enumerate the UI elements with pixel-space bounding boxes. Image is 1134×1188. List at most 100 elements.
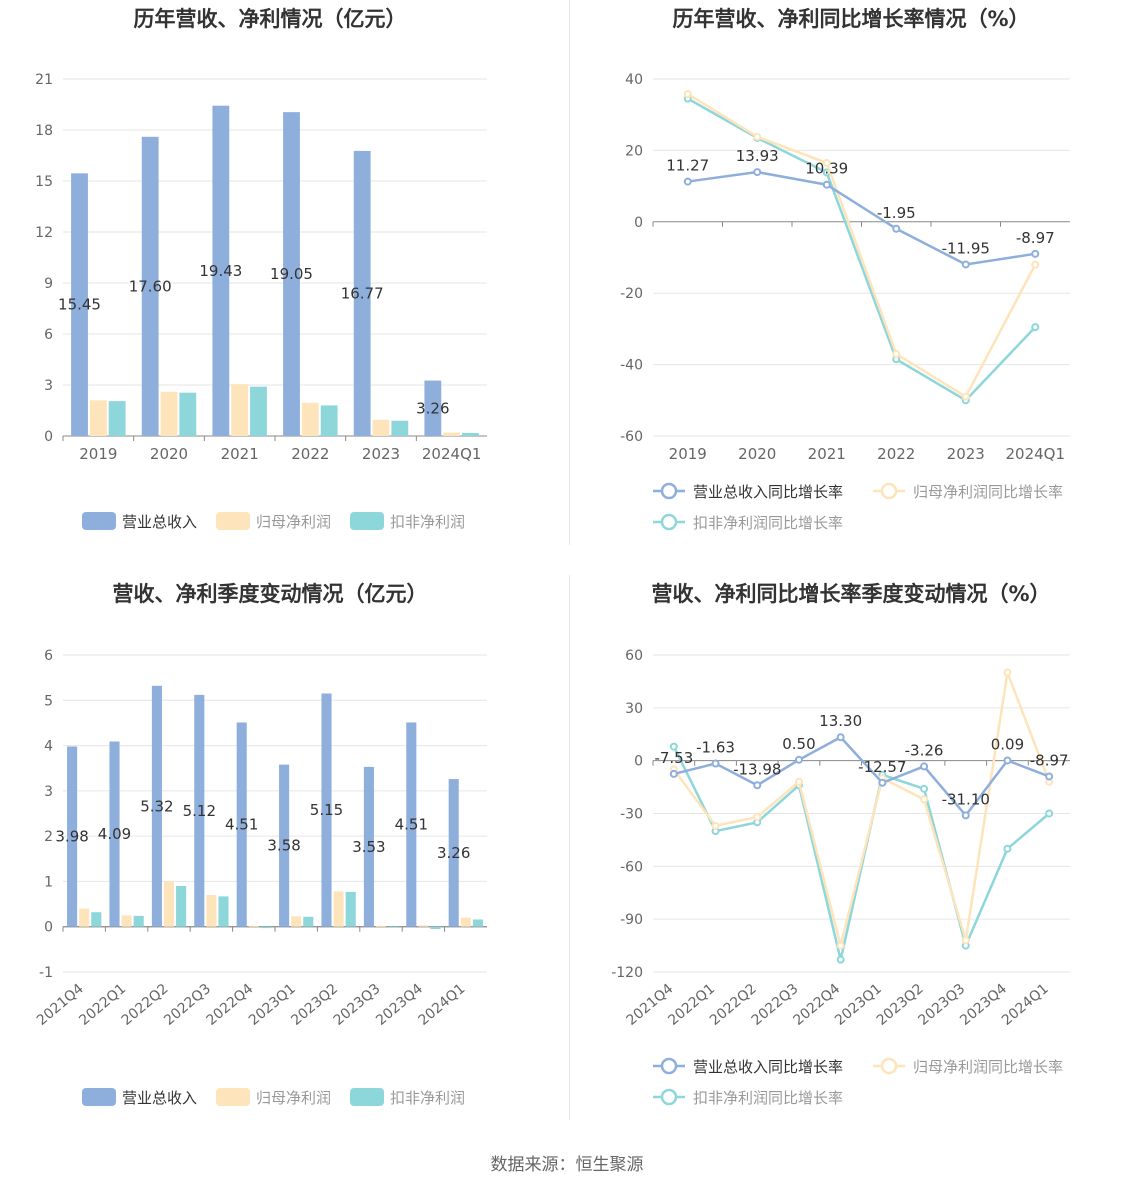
bar-revenue [212, 105, 230, 436]
line-point [822, 158, 831, 167]
bar-data-label: 4.51 [225, 816, 258, 834]
y-tick-label: 18 [35, 123, 53, 139]
bar-data-label: 3.53 [352, 838, 385, 856]
bar-revenue [67, 746, 78, 927]
bar-deducted-profit [91, 912, 102, 927]
line-data-label: 13.93 [736, 147, 779, 165]
y-tick-label: 6 [44, 648, 53, 664]
bar-deducted-profit [391, 420, 409, 436]
line-data-label: -7.53 [654, 749, 693, 767]
y-tick-label: -40 [620, 358, 643, 374]
legend-label: 营业总收入 [122, 1089, 197, 1107]
bar-data-label: 19.05 [270, 265, 313, 283]
bar-net-profit [248, 925, 259, 927]
line-point [822, 180, 831, 189]
line-data-label: -8.97 [1016, 229, 1055, 247]
chart-title: 历年营收、净利同比增长率情况（%） [672, 7, 1029, 31]
data-source-footer: 数据来源：恒生聚源 [490, 1155, 644, 1175]
bar-deducted-profit [133, 915, 144, 927]
line-point [669, 769, 678, 778]
line-data-label: -1.95 [877, 204, 916, 222]
legend-label: 归母净利润 [256, 513, 331, 531]
bar-revenue [283, 112, 300, 437]
annual-revenue-profit-panel: 历年营收、净利情况（亿元） 0 3 6 9 12 15 18 21 2019 2020 2021 202… [0, 0, 567, 575]
bar-deducted-profit [430, 926, 441, 929]
line-point [836, 941, 845, 950]
x-tick-label: 2019 [669, 445, 707, 463]
legend-marker [880, 1057, 898, 1075]
chart-title: 营收、净利季度变动情况（亿元） [113, 582, 428, 606]
x-tick-label: 2022Q1 [76, 981, 129, 1029]
bar-revenue [448, 779, 459, 927]
legend-swatch [350, 1088, 384, 1106]
bar-revenue [279, 764, 290, 927]
bar-deducted-profit [462, 432, 479, 436]
y-tick-label: 4 [44, 739, 53, 755]
y-tick-label: 3 [44, 784, 53, 800]
legend-label: 营业总收入同比增长率 [693, 483, 843, 501]
y-tick-label: 9 [44, 276, 53, 292]
bar-data-label: 3.58 [267, 837, 300, 855]
bar-net-profit [418, 925, 429, 927]
bar-net-profit [443, 432, 461, 436]
line-data-label: -11.95 [942, 239, 990, 257]
bar-net-profit [291, 916, 302, 927]
bar-revenue [321, 693, 332, 927]
bar-revenue [236, 722, 247, 927]
line-point [669, 742, 678, 751]
y-tick-label: 12 [35, 225, 53, 241]
bar-net-profit [301, 402, 319, 436]
bar-deducted-profit [218, 896, 229, 927]
y-tick-label: 0 [634, 754, 643, 770]
line-point [961, 811, 970, 820]
x-tick-label: 2022Q4 [204, 981, 257, 1029]
y-tick-label: -30 [620, 807, 643, 823]
y-tick-label: 0 [634, 215, 643, 231]
legend-label: 归母净利润同比增长率 [913, 1058, 1063, 1076]
y-tick-label: 0 [44, 429, 53, 445]
line-net-profit-growth [672, 667, 1051, 946]
bar-deducted-profit [108, 401, 126, 436]
bar-data-label: 3.98 [55, 828, 88, 846]
line-point [878, 778, 887, 787]
bar-deducted-profit [320, 405, 338, 436]
x-tick-label: 2023 [947, 445, 985, 463]
y-tick-label: -90 [620, 912, 643, 928]
x-tick-label: 2022 [291, 445, 329, 463]
bar-net-profit [121, 915, 132, 927]
line-point [836, 733, 845, 742]
line-point [711, 759, 720, 768]
y-tick-label: 3 [44, 378, 53, 394]
bar-data-label: 15.45 [58, 296, 101, 314]
bar-revenue [151, 685, 162, 927]
y-tick-label: 21 [35, 72, 53, 88]
bar-data-label: 5.12 [183, 802, 216, 820]
line-data-label: -1.63 [696, 739, 735, 757]
line-point [920, 784, 929, 793]
bar-net-profit [206, 895, 217, 927]
y-tick-label: -1 [39, 965, 53, 981]
legend-label: 营业总收入 [122, 513, 197, 531]
y-tick-label: -60 [620, 859, 643, 875]
bar-deducted-profit [472, 919, 483, 927]
x-tick-label: 2022Q3 [161, 981, 214, 1029]
bar-deducted-profit [176, 885, 187, 927]
y-tick-label: 5 [44, 693, 53, 709]
bar-revenue [424, 380, 442, 436]
bar-revenue [71, 173, 88, 436]
line-point [1031, 260, 1040, 269]
y-tick-label: 20 [625, 143, 643, 159]
line-point [753, 132, 762, 141]
legend-label: 归母净利润 [256, 1089, 331, 1107]
legend-label: 营业总收入同比增长率 [693, 1058, 843, 1076]
bar-net-profit [160, 391, 178, 436]
line-data-label: 11.27 [666, 157, 709, 175]
line-point [753, 168, 762, 177]
legend-label: 扣非净利润 [390, 513, 465, 531]
line-point [920, 762, 929, 771]
x-tick-label: 2023Q2 [288, 981, 341, 1029]
chart-title: 营收、净利同比增长率季度变动情况（%） [651, 582, 1050, 606]
line-deducted-profit-growth [672, 746, 1050, 960]
legend-marker [660, 513, 678, 531]
bar-data-label: 3.26 [437, 844, 470, 862]
